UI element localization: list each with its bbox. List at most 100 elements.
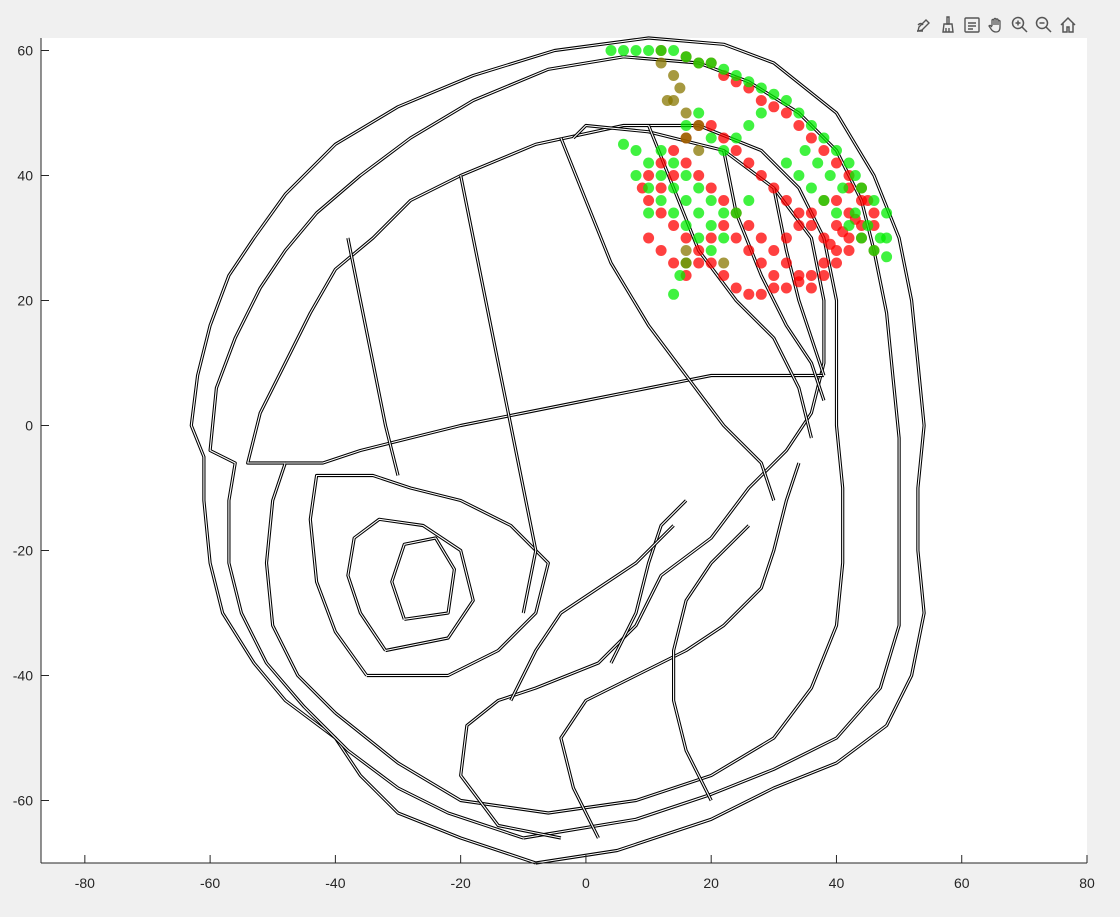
data-point-olive (693, 120, 705, 131)
data-point-olive (674, 82, 686, 94)
data-point-green (799, 145, 811, 156)
data-point-red (793, 207, 805, 219)
data-point-red (793, 120, 805, 131)
data-point-green (693, 57, 705, 69)
data-point-red (780, 195, 792, 206)
data-point-red (668, 220, 680, 231)
x-tick-label: -60 (200, 875, 220, 891)
y-tick-label: -60 (13, 793, 33, 809)
data-point-red (730, 145, 742, 156)
brush-icon[interactable] (936, 13, 960, 37)
data-point-green (668, 157, 680, 169)
data-point-green (693, 232, 705, 244)
x-tick-label: -40 (325, 875, 345, 891)
data-point-green (668, 45, 680, 56)
y-ticks: 60 40 20 0 -20 -40 -60 (13, 43, 49, 809)
region-outline-inner (773, 187, 825, 376)
data-point-olive (668, 70, 680, 81)
x-tick-label: 0 (582, 875, 590, 891)
data-point-red (780, 282, 792, 294)
data-point-red (768, 270, 780, 281)
data-point-red (780, 257, 792, 269)
data-point-green (849, 170, 861, 181)
region-outline-inner (460, 124, 825, 839)
data-point-green (705, 245, 717, 256)
data-point-olive (680, 132, 692, 144)
data-point-red (805, 132, 817, 144)
region-outline-inner (391, 537, 455, 620)
data-point-red (668, 145, 680, 156)
data-point-green (680, 220, 692, 231)
data-point-green (856, 182, 867, 194)
data-point-green (805, 182, 817, 194)
region-outline-inner (347, 518, 474, 652)
zoom-out-icon[interactable] (1032, 13, 1056, 37)
data-point-green (643, 157, 655, 169)
data-point-red (755, 288, 767, 300)
data-point-green (755, 82, 767, 94)
data-point-red (743, 157, 755, 169)
data-point-green (856, 232, 867, 244)
data-point-green (849, 207, 861, 219)
y-tick-label: 0 (25, 418, 33, 434)
data-point-green (743, 120, 755, 131)
data-point-green (674, 270, 686, 281)
data-point-red (768, 245, 780, 256)
data-point-green (680, 120, 692, 131)
data-point-red (643, 170, 655, 181)
data-point-green (630, 45, 642, 56)
data-point-red (705, 120, 717, 131)
data-point-red (780, 232, 792, 244)
data-point-red (768, 101, 780, 113)
data-point-red (680, 232, 692, 244)
region-outline-inner (209, 56, 900, 839)
region-outline-inner (560, 462, 800, 839)
data-point-red (730, 282, 742, 294)
data-point-red (643, 195, 655, 206)
data-point-red (755, 257, 767, 269)
data-point-green (780, 95, 792, 106)
data-point-green (643, 45, 655, 56)
data-point-red (793, 220, 805, 231)
data-point-green (868, 245, 880, 256)
data-point-red (655, 157, 667, 169)
data-point-olive (680, 107, 692, 119)
data-point-olive (693, 145, 705, 156)
region-outline-inner (460, 175, 537, 614)
data-point-green (831, 207, 842, 219)
home-icon[interactable] (1056, 13, 1080, 37)
region-outline-inner (560, 137, 775, 501)
data-point-green (718, 232, 730, 244)
data-point-red (693, 170, 705, 181)
zoom-in-icon[interactable] (1008, 13, 1032, 37)
data-point-red (755, 170, 767, 181)
data-point-red (755, 232, 767, 244)
data-cursor-icon[interactable] (960, 13, 984, 37)
data-point-olive (661, 95, 673, 106)
data-point-green (680, 170, 692, 181)
data-point-red (818, 145, 830, 156)
data-point-green (755, 107, 767, 119)
y-tick-label: -40 (13, 668, 33, 684)
data-point-green (655, 45, 667, 56)
y-tick-label: -20 (13, 543, 33, 559)
data-point-red (818, 270, 830, 281)
data-point-red (718, 270, 730, 281)
data-point-green (868, 195, 880, 206)
data-point-red (668, 170, 680, 181)
edit-plot-icon[interactable] (912, 13, 936, 37)
data-point-red (743, 245, 755, 256)
x-ticks: -80 -60 -40 -20 0 20 40 60 80 (75, 855, 1095, 891)
data-point-green (655, 170, 667, 181)
data-point-green (831, 145, 842, 156)
data-point-red (730, 232, 742, 244)
data-point-green (743, 76, 755, 88)
data-point-green (881, 207, 893, 219)
x-tick-label: 40 (829, 875, 845, 891)
data-point-green (780, 157, 792, 169)
data-point-olive (680, 257, 692, 269)
pan-icon[interactable] (984, 13, 1008, 37)
data-point-green (655, 195, 667, 206)
data-point-green (705, 57, 717, 69)
data-point-green (680, 51, 692, 63)
